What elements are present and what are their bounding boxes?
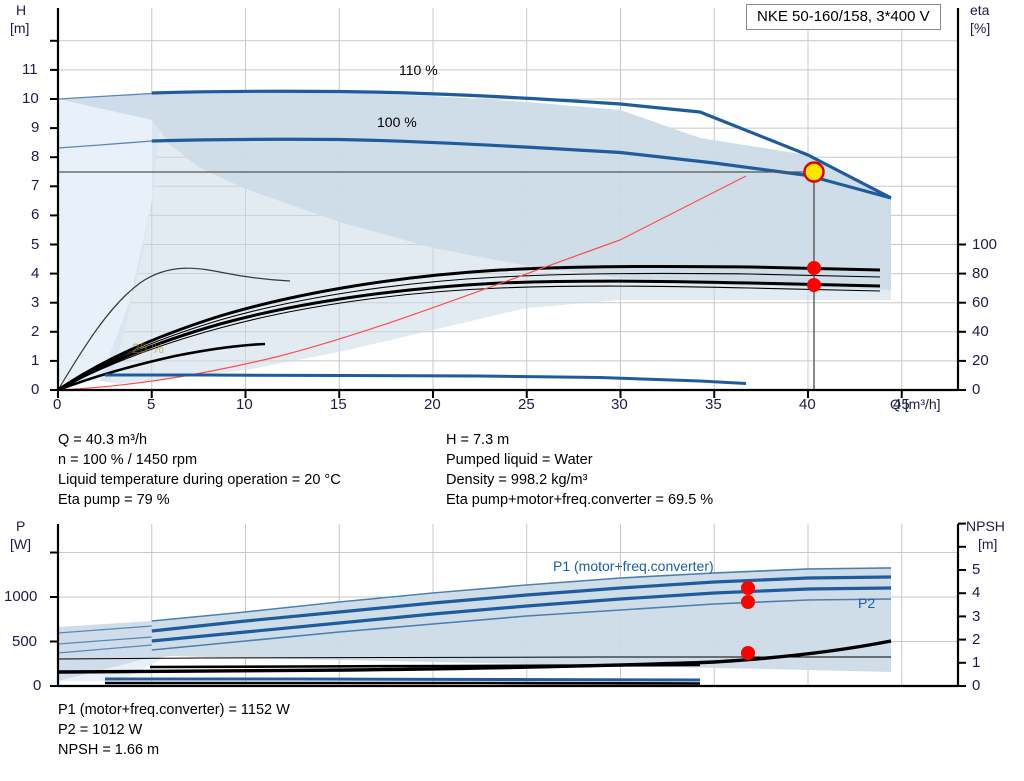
eta-total-marker[interactable] [807,278,821,292]
npsh-tick-5: 5 [972,561,981,578]
q-axis-title: Q [m³/h] [890,396,941,412]
h-axis-title-line2: [m] [10,20,30,36]
h-tick-10: 10 [22,90,39,107]
p-tick-500: 500 [12,633,38,650]
npsh-axis-title-line2: [m] [978,536,998,552]
p-tick-1000: 1000 [4,588,38,605]
h-tick-5: 5 [31,236,40,253]
bottom-chart-axes [50,522,966,688]
eta-tick-80: 80 [972,265,989,282]
info-p1: P1 (motor+freq.converter) = 1152 W [58,702,290,718]
top-chart-curves [58,89,892,390]
q-tick-10: 10 [236,396,253,413]
bottom-chart-envelope [58,567,891,681]
info-temp: Liquid temperature during operation = 20… [58,472,341,488]
top-chart-axes [50,8,966,398]
h-tick-4: 4 [31,265,40,282]
duty-markers-bottom [741,581,755,660]
p1-curve-label: P1 (motor+freq.converter) [553,558,714,574]
duty-markers-top [803,161,825,292]
eta-percent-label-obscured: 25 % [132,340,164,356]
info-etatotal: Eta pump+motor+freq.converter = 69.5 % [446,492,714,508]
info-q: Q = 40.3 m³/h [58,432,148,448]
info-p2: P2 = 1012 W [58,722,143,738]
h-tick-9: 9 [31,119,40,136]
q-tick-30: 30 [611,396,628,413]
eta-tick-100: 100 [972,236,998,253]
info-liquid: Pumped liquid = Water [446,452,593,468]
q-tick-20: 20 [424,396,441,413]
h-tick-2: 2 [31,323,40,340]
h-tick-6: 6 [31,206,40,223]
q-tick-5: 5 [147,396,156,413]
q-tick-45: 45 [893,396,910,413]
eta-tick-20: 20 [972,352,989,369]
info-density: Density = 998.2 kg/m³ [446,472,588,488]
h-tick-7: 7 [31,177,40,194]
q-tick-40: 40 [799,396,816,413]
bottom-chart-curves [58,567,892,685]
info-h: H = 7.3 m [446,432,510,448]
npsh-marker[interactable] [741,646,755,660]
npsh-axis-title-line1: NPSH [966,518,1005,534]
npsh-tick-0: 0 [972,677,981,694]
h-tick-1: 1 [31,352,40,369]
q-tick-15: 15 [330,396,347,413]
q-tick-25: 25 [518,396,535,413]
eta-pump-marker[interactable] [807,261,821,275]
eta-tick-0: 0 [972,381,981,398]
eta-axis-title-line1: eta [970,2,990,18]
top-chart-envelope [58,91,891,384]
p2-curve-label: P2 [858,595,876,611]
speed-100-label: 100 % [377,114,417,130]
eta-tick-60: 60 [972,294,989,311]
info-etapump: Eta pump = 79 % [58,492,170,508]
npsh-tick-2: 2 [972,631,981,648]
p1-marker[interactable] [741,581,755,595]
speed-110-label: 110 % [399,62,438,78]
info-n: n = 100 % / 1450 rpm [58,452,198,468]
p-axis-title-line2: [W] [10,536,31,552]
chart-title-box: NKE 50-160/158, 3*400 V [746,4,941,30]
h-tick-11: 11 [22,61,38,78]
h-tick-3: 3 [31,294,40,311]
p2-marker[interactable] [741,595,755,609]
npsh-tick-3: 3 [972,608,981,625]
npsh-tick-1: 1 [972,654,981,671]
duty-point-marker[interactable] [803,161,825,183]
p-axis-title-line1: P [16,518,26,534]
q-tick-35: 35 [705,396,722,413]
eta-axis-title-line2: [%] [970,20,991,36]
p-tick-0: 0 [33,677,42,694]
h-axis-title-line1: H [16,2,27,18]
h-tick-0: 0 [31,381,40,398]
h-tick-8: 8 [31,148,40,165]
eta-tick-40: 40 [972,323,989,340]
q-tick-0: 0 [53,396,62,413]
info-npsh: NPSH = 1.66 m [58,742,160,758]
npsh-tick-4: 4 [972,584,981,601]
